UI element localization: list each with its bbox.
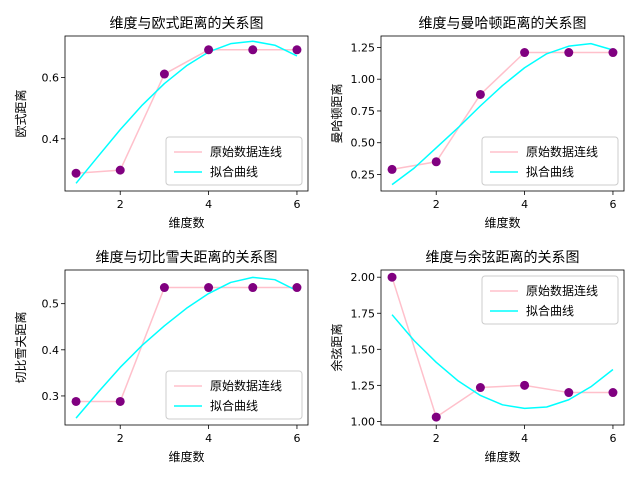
data-point <box>71 396 81 406</box>
x-tick-label: 4 <box>521 432 528 445</box>
data-point <box>204 45 214 55</box>
data-point <box>431 157 441 167</box>
x-tick-label: 6 <box>609 198 616 211</box>
raw-data-line <box>75 49 297 174</box>
legend-label: 拟合曲线 <box>210 398 258 413</box>
fit-curve <box>75 40 298 184</box>
y-axis-label: 切比雪夫距离 <box>13 311 28 383</box>
y-tick-label: 1.25 <box>351 379 376 392</box>
data-point <box>608 388 618 398</box>
x-axis-label: 维度数 <box>168 215 204 230</box>
data-point <box>115 165 125 175</box>
legend-label: 原始数据连线 <box>210 144 282 159</box>
y-axis-label: 余弦距离 <box>329 323 344 371</box>
y-tick-label: 1.00 <box>351 73 376 86</box>
data-point <box>387 164 397 174</box>
y-axis-label: 欧式距离 <box>13 89 28 137</box>
legend-label: 原始数据连线 <box>526 283 598 298</box>
legend-label: 拟合曲线 <box>526 303 574 318</box>
y-tick-label: 0.75 <box>351 105 376 118</box>
y-tick-label: 0.25 <box>351 168 376 181</box>
data-point <box>387 272 397 282</box>
data-point <box>520 380 530 390</box>
y-tick-label: 1.25 <box>351 41 376 54</box>
axes-frame <box>64 269 309 426</box>
data-point <box>292 45 302 55</box>
legend-box <box>481 275 619 325</box>
y-axis-label: 曼哈顿距离 <box>329 83 344 143</box>
x-tick-label: 4 <box>205 198 212 211</box>
x-tick-label: 6 <box>293 432 300 445</box>
x-axis-label: 维度数 <box>484 449 520 464</box>
raw-data-line <box>391 276 613 419</box>
data-point <box>564 388 574 398</box>
data-point <box>115 396 125 406</box>
subplot-2: 维度与曼哈顿距离的关系图 2 4 6 0.25 0.50 0.75 1.00 1.25 维度数 曼哈… <box>329 15 625 230</box>
x-tick-label: 2 <box>117 198 124 211</box>
y-tick-label: 0.3 <box>42 390 60 403</box>
data-point <box>431 412 441 422</box>
data-point <box>292 283 302 293</box>
data-point <box>475 383 485 393</box>
y-tick-label: 1.00 <box>351 415 376 428</box>
legend-label: 原始数据连线 <box>526 144 598 159</box>
data-point <box>248 45 258 55</box>
x-tick-label: 6 <box>293 198 300 211</box>
x-tick-label: 2 <box>433 432 440 445</box>
chart-title: 维度与曼哈顿距离的关系图 <box>419 15 587 32</box>
data-point <box>608 48 618 58</box>
chart-title: 维度与欧式距离的关系图 <box>110 15 264 32</box>
data-point <box>475 89 485 99</box>
x-axis-label: 维度数 <box>484 215 520 230</box>
x-axis-label: 维度数 <box>168 449 204 464</box>
y-tick-label: 1.75 <box>351 307 376 320</box>
data-point <box>71 168 81 178</box>
subplot-3: 维度与切比雪夫距离的关系图 2 4 6 0.3 0.4 0.5 维度数 切比雪夫距离原始数据连线… <box>13 249 309 464</box>
legend-label: 原始数据连线 <box>210 378 282 393</box>
axes-frame <box>380 269 625 426</box>
legend-label: 拟合曲线 <box>526 164 574 179</box>
data-point <box>520 48 530 58</box>
y-tick-label: 0.6 <box>42 71 60 84</box>
axes-frame <box>380 35 625 192</box>
subplot-4: 维度与余弦距离的关系图 2 4 6 1.00 1.25 1.50 1.75 2.00 维度数 余弦距… <box>329 249 625 464</box>
y-tick-label: 2.00 <box>351 271 376 284</box>
legend-label: 拟合曲线 <box>210 164 258 179</box>
legend-box <box>165 136 303 186</box>
fit-curve <box>391 314 614 410</box>
x-tick-label: 6 <box>609 432 616 445</box>
y-tick-label: 0.4 <box>42 344 60 357</box>
legend-box <box>165 370 303 420</box>
x-tick-label: 2 <box>117 432 124 445</box>
raw-data-line <box>391 51 613 171</box>
axes-frame <box>64 35 309 192</box>
fit-curve <box>75 276 298 419</box>
fit-curve <box>391 42 614 186</box>
data-point <box>564 48 574 58</box>
legend-box <box>481 136 619 186</box>
data-point <box>248 283 258 293</box>
x-tick-label: 4 <box>521 198 528 211</box>
data-point <box>204 283 214 293</box>
raw-data-line <box>76 286 297 403</box>
y-tick-label: 0.4 <box>42 133 60 146</box>
y-tick-label: 0.50 <box>351 137 376 150</box>
data-point <box>159 283 169 293</box>
y-tick-label: 1.50 <box>351 343 376 356</box>
y-tick-label: 0.5 <box>42 298 60 311</box>
data-point <box>159 69 169 79</box>
x-tick-label: 4 <box>205 432 212 445</box>
x-tick-label: 2 <box>433 198 440 211</box>
chart-title: 维度与余弦距离的关系图 <box>426 249 580 266</box>
chart-title: 维度与切比雪夫距离的关系图 <box>96 249 278 266</box>
